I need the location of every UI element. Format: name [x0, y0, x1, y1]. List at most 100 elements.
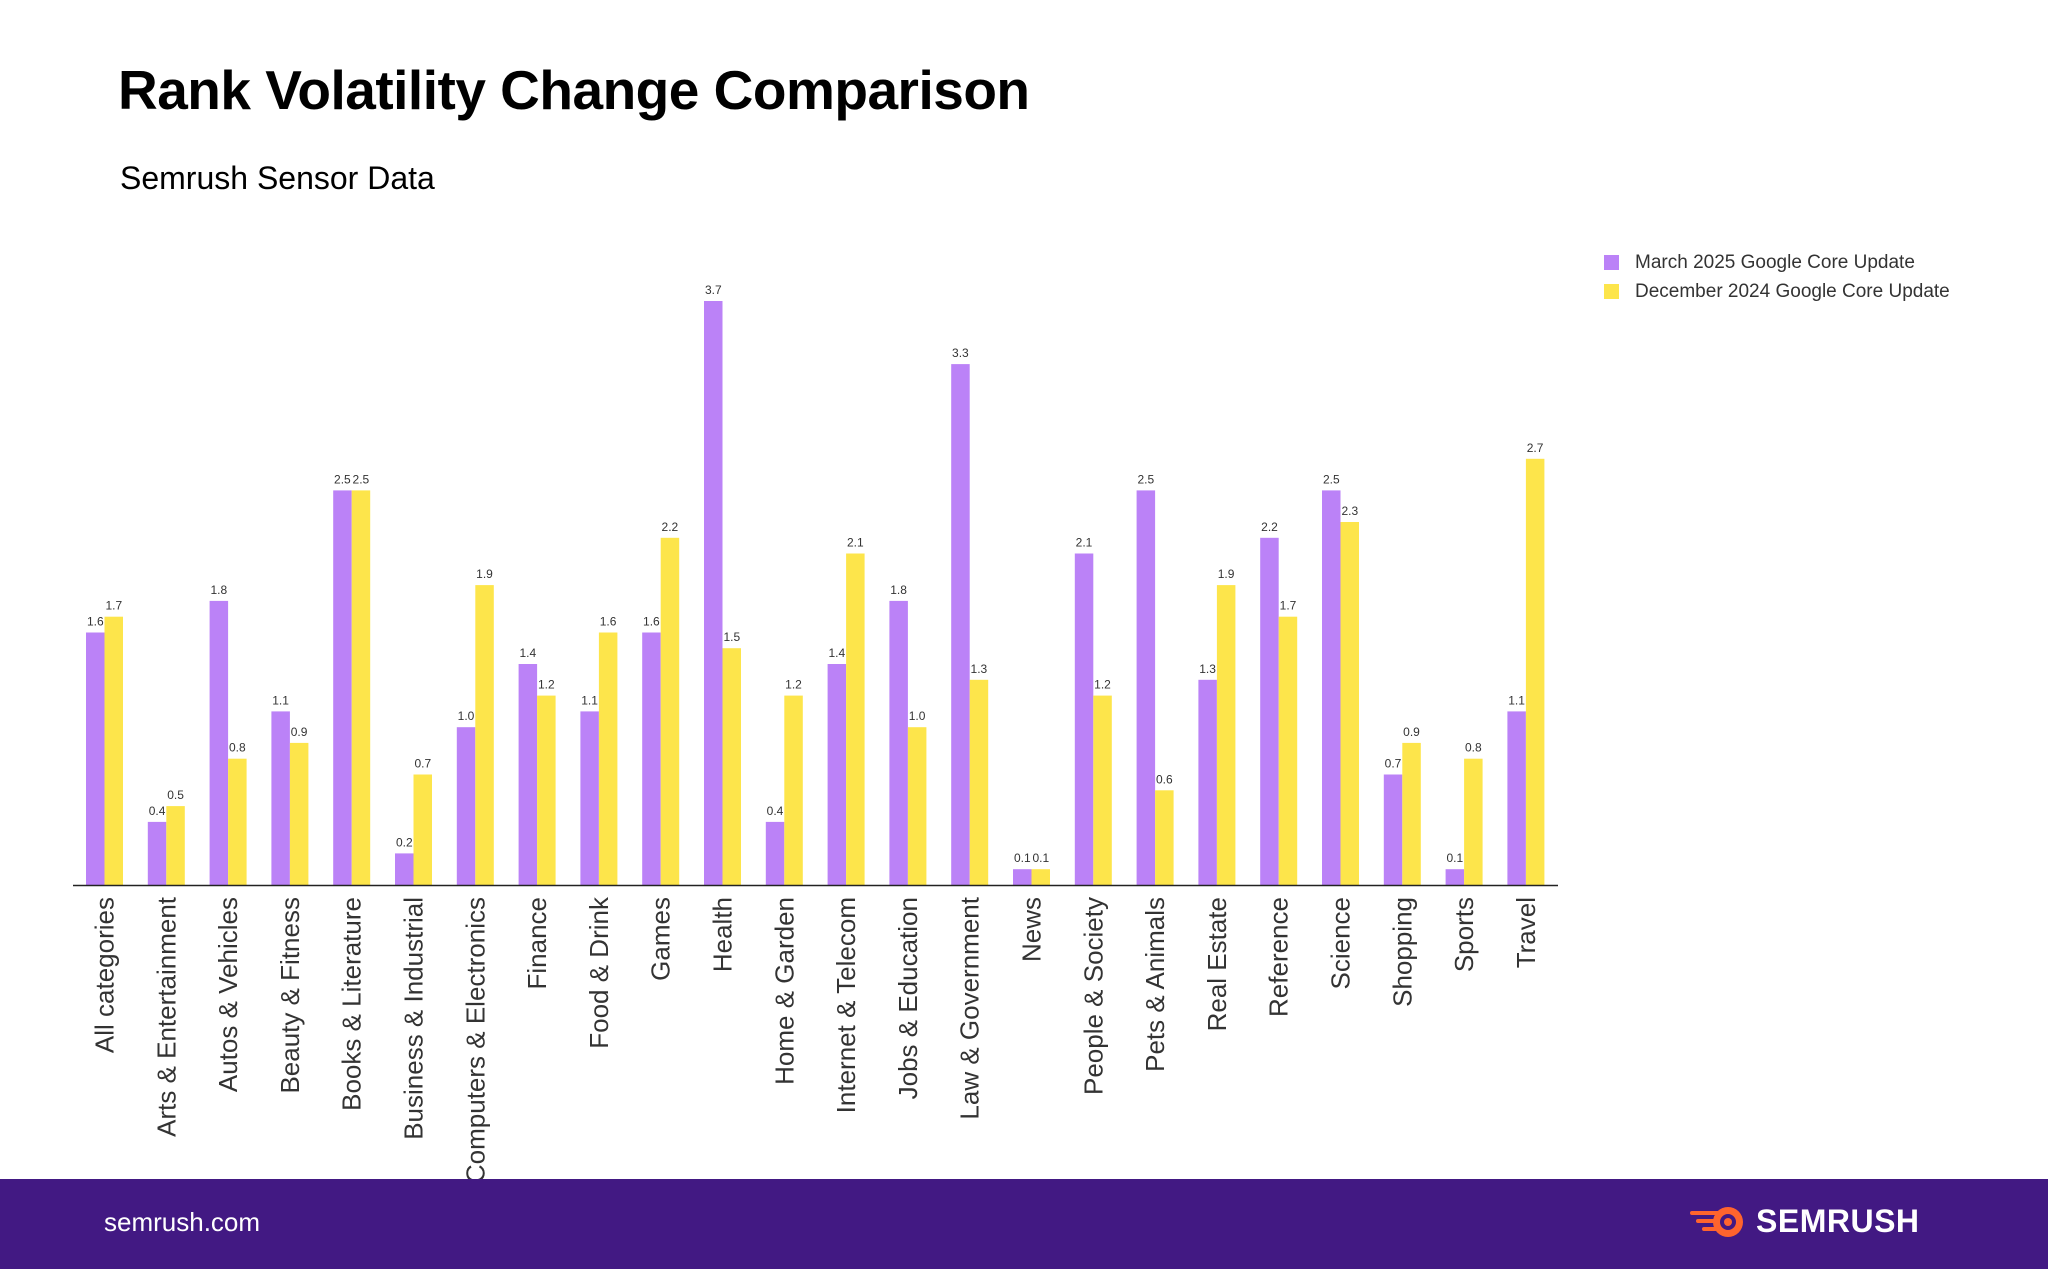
- bar-december-2[interactable]: [228, 758, 247, 885]
- legend-label-march: March 2025 Google Core Update: [1635, 251, 1915, 273]
- bar-march-10[interactable]: [704, 301, 723, 885]
- value-label-march-8: 1.1: [581, 693, 598, 707]
- value-label-december-5: 0.7: [414, 757, 431, 771]
- bar-march-23[interactable]: [1507, 711, 1526, 885]
- value-label-march-3: 1.1: [272, 693, 289, 707]
- chart-legend: March 2025 Google Core Update December 2…: [1604, 248, 1950, 306]
- bar-march-18[interactable]: [1198, 679, 1217, 885]
- bar-march-0[interactable]: [86, 632, 105, 886]
- x-tick-label-17: Pets & Animals: [1140, 897, 1170, 1072]
- x-tick-label-23: Travel: [1511, 897, 1541, 968]
- bar-march-1[interactable]: [147, 821, 167, 885]
- value-label-december-8: 1.6: [600, 615, 617, 629]
- value-label-march-20: 2.5: [1323, 472, 1340, 486]
- bar-december-5[interactable]: [413, 774, 433, 886]
- chart-title: Rank Volatility Change Comparison: [118, 59, 1030, 121]
- bar-march-13[interactable]: [889, 600, 908, 885]
- bar-march-7[interactable]: [518, 664, 538, 885]
- bar-march-22[interactable]: [1445, 869, 1465, 885]
- bar-december-6[interactable]: [475, 585, 494, 885]
- value-label-march-14: 3.3: [952, 346, 969, 360]
- bar-march-20[interactable]: [1322, 490, 1341, 885]
- value-label-march-0: 1.6: [87, 615, 104, 629]
- bar-march-4[interactable]: [333, 490, 352, 885]
- bar-december-11[interactable]: [784, 695, 803, 885]
- value-label-december-2: 0.8: [229, 741, 246, 755]
- bar-december-10[interactable]: [722, 648, 742, 885]
- value-label-march-11: 0.4: [767, 804, 784, 818]
- x-tick-label-11: Home & Garden: [769, 897, 799, 1085]
- x-tick-label-22: Sports: [1449, 897, 1479, 972]
- bar-december-0[interactable]: [104, 616, 124, 885]
- bar-march-2[interactable]: [209, 600, 229, 885]
- value-label-march-7: 1.4: [519, 646, 536, 660]
- value-label-march-15: 0.1: [1014, 851, 1031, 865]
- value-label-december-11: 1.2: [785, 678, 802, 692]
- bar-december-22[interactable]: [1464, 758, 1483, 885]
- bar-march-15[interactable]: [1013, 869, 1032, 885]
- value-label-december-20: 2.3: [1341, 504, 1358, 518]
- bar-december-17[interactable]: [1155, 790, 1174, 885]
- value-label-december-17: 0.6: [1156, 772, 1173, 786]
- value-label-december-9: 2.2: [662, 520, 679, 534]
- x-tick-label-13: Jobs & Education: [893, 897, 923, 1099]
- value-label-december-6: 1.9: [476, 567, 493, 581]
- legend-item-march[interactable]: March 2025 Google Core Update: [1604, 248, 1950, 277]
- value-label-december-1: 0.5: [167, 788, 184, 802]
- bar-march-3[interactable]: [271, 711, 290, 885]
- value-label-december-4: 2.5: [353, 472, 370, 486]
- bar-march-17[interactable]: [1136, 490, 1156, 885]
- bar-december-7[interactable]: [537, 695, 556, 885]
- x-tick-label-10: Health: [708, 897, 738, 972]
- bar-march-11[interactable]: [765, 821, 785, 885]
- x-tick-label-21: Shopping: [1387, 897, 1417, 1007]
- bar-december-19[interactable]: [1278, 616, 1298, 885]
- value-label-march-10: 3.7: [705, 283, 722, 297]
- footer-url-link[interactable]: semrush.com: [104, 1207, 261, 1237]
- value-label-march-18: 1.3: [1199, 662, 1216, 676]
- value-label-march-21: 0.7: [1385, 757, 1402, 771]
- bar-march-12[interactable]: [827, 664, 847, 885]
- bar-march-16[interactable]: [1074, 553, 1094, 886]
- bar-march-14[interactable]: [951, 364, 970, 886]
- bar-december-20[interactable]: [1340, 522, 1360, 885]
- bar-december-13[interactable]: [907, 727, 927, 885]
- x-tick-label-2: Autos & Vehicles: [213, 897, 243, 1092]
- x-tick-label-8: Food & Drink: [584, 896, 614, 1049]
- bar-december-8[interactable]: [598, 632, 618, 886]
- bar-december-9[interactable]: [660, 537, 680, 885]
- bar-december-4[interactable]: [351, 490, 371, 885]
- value-label-december-14: 1.3: [971, 662, 988, 676]
- x-tick-label-0: All categories: [90, 897, 120, 1053]
- bar-march-8[interactable]: [580, 711, 599, 885]
- bar-december-14[interactable]: [969, 679, 989, 885]
- bar-december-12[interactable]: [846, 553, 865, 886]
- brand-name: SEMRUSH: [1756, 1202, 1920, 1239]
- bar-march-9[interactable]: [642, 632, 661, 886]
- value-label-march-1: 0.4: [149, 804, 166, 818]
- x-tick-labels-layer: All categories Arts & Entertainment Autos …: [90, 896, 1541, 1179]
- bar-march-21[interactable]: [1383, 774, 1403, 886]
- bar-march-5[interactable]: [395, 853, 414, 885]
- bar-december-21[interactable]: [1402, 742, 1421, 885]
- value-label-december-10: 1.5: [723, 630, 740, 644]
- value-label-march-13: 1.8: [890, 583, 907, 597]
- legend-item-december[interactable]: December 2024 Google Core Update: [1604, 277, 1950, 306]
- footer-bar: semrush.com SEMRUSH: [0, 1179, 2048, 1269]
- bar-march-6[interactable]: [456, 727, 476, 885]
- value-label-march-2: 1.8: [210, 583, 227, 597]
- bar-december-18[interactable]: [1216, 585, 1236, 885]
- x-tick-label-19: Reference: [1264, 897, 1294, 1017]
- bar-december-1[interactable]: [166, 806, 185, 885]
- legend-label-december: December 2024 Google Core Update: [1635, 280, 1950, 302]
- semrush-logo[interactable]: SEMRUSH: [1690, 1201, 1920, 1241]
- bar-december-16[interactable]: [1093, 695, 1112, 885]
- x-tick-label-12: Internet & Telecom: [831, 897, 861, 1113]
- x-tick-label-5: Business & Industrial: [399, 897, 429, 1140]
- bar-december-23[interactable]: [1525, 458, 1545, 885]
- bar-december-15[interactable]: [1031, 869, 1051, 885]
- value-label-march-19: 2.2: [1261, 520, 1278, 534]
- value-label-december-7: 1.2: [538, 678, 555, 692]
- bar-december-3[interactable]: [289, 742, 309, 885]
- bar-march-19[interactable]: [1260, 537, 1279, 885]
